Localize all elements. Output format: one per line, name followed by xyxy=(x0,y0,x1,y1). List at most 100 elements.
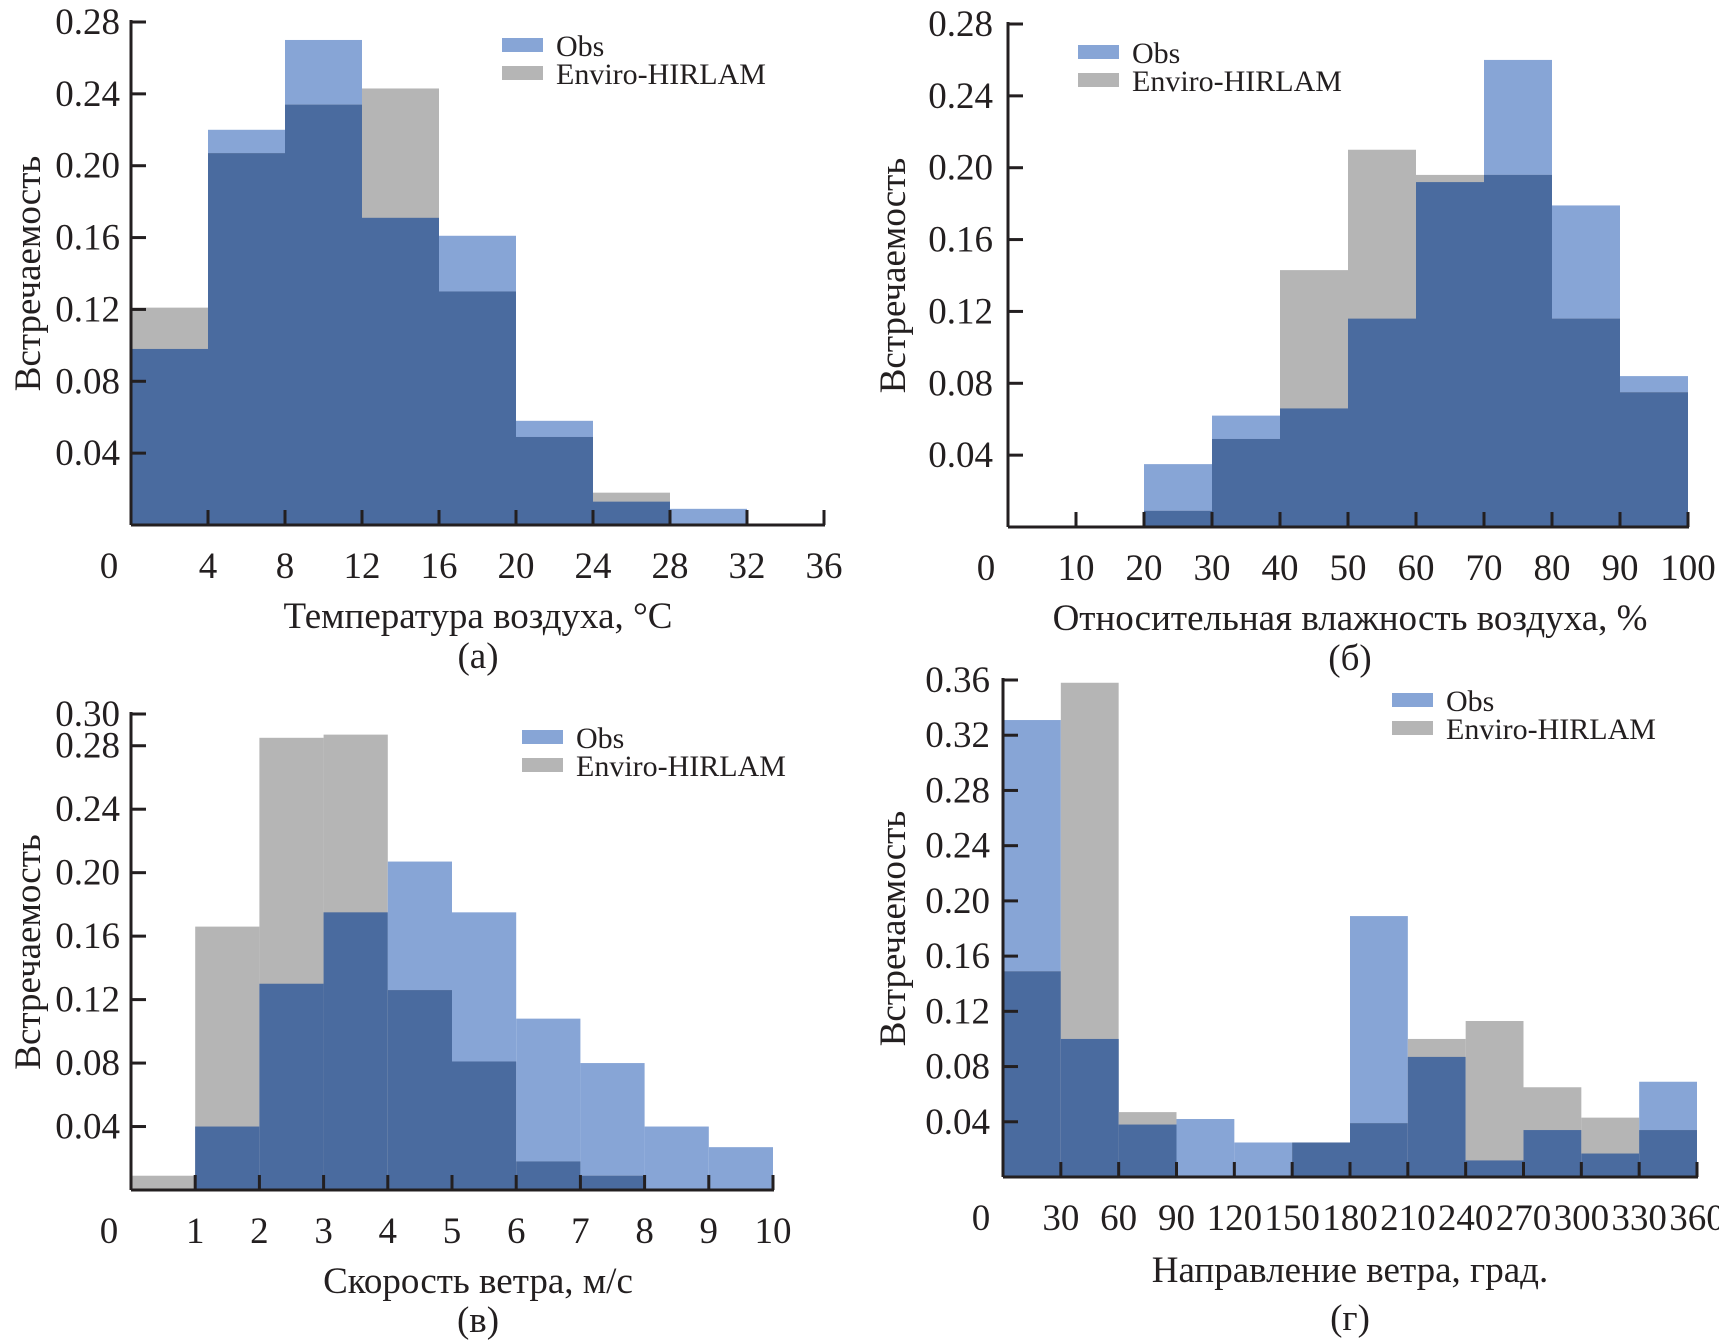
x-tick-label: 5 xyxy=(443,1211,462,1252)
x-tick-label: 28 xyxy=(652,546,689,587)
x-tick-label: 8 xyxy=(276,546,295,587)
y-tick-label: 0.32 xyxy=(925,715,990,756)
panel-c-wind-speed: 0.04 0.08 0.12 0.16 0.20 0.24 0.280.30 0 1 2 3 4 5 6 7… xyxy=(8,694,792,1341)
panel-caption: (б) xyxy=(1328,638,1371,679)
x-tick-label: 20 xyxy=(1126,548,1163,589)
x-tick-label: 36 xyxy=(806,546,843,587)
y-tick-label: 0.12 xyxy=(925,991,990,1032)
y-tick-label: 0.16 xyxy=(925,936,990,977)
overlap-bar-5 xyxy=(516,436,593,525)
y-tick-label: 0.28 xyxy=(55,2,120,43)
y-tick-label: 0.08 xyxy=(928,363,993,404)
y-tick-label: 0.04 xyxy=(55,433,120,474)
x-tick-label: 90 xyxy=(1602,548,1639,589)
overlap-bar-2 xyxy=(1280,408,1348,527)
x-tick-label: 10 xyxy=(755,1211,792,1252)
overlap-bar-11 xyxy=(1639,1130,1697,1177)
overlap-bar-4 xyxy=(387,990,452,1190)
legend-label-model: Enviro-HIRLAM xyxy=(576,750,786,783)
y-tick-label: 0.04 xyxy=(55,1107,120,1148)
y-tick-label: 0.20 xyxy=(55,146,120,187)
legend-label-model: Enviro-HIRLAM xyxy=(1446,713,1656,746)
x-tick-label: 12 xyxy=(344,546,381,587)
x-tick-label: 360 xyxy=(1669,1198,1719,1239)
x-tick-label: 70 xyxy=(1466,548,1503,589)
obs-bar-7 xyxy=(580,1063,645,1190)
y-tick-label: 0.24 xyxy=(925,826,990,867)
y-tick-label: 0.16 xyxy=(55,218,120,259)
y-tick-label: 0.28 xyxy=(928,4,993,45)
legend-swatch-model xyxy=(1078,73,1119,87)
bars xyxy=(1144,59,1688,528)
overlap-bar-0 xyxy=(131,348,208,525)
legend-swatch-model xyxy=(1392,721,1433,735)
legend-swatch-obs xyxy=(502,38,543,52)
bars xyxy=(131,39,747,526)
panel-caption: (г) xyxy=(1330,1298,1370,1339)
legend-swatch-obs xyxy=(522,730,563,744)
legend-label-obs: Obs xyxy=(1132,37,1180,70)
y-axis-title: Встречаемость xyxy=(8,156,49,391)
x-tick-label: 60 xyxy=(1100,1198,1137,1239)
x-tick-label: 20 xyxy=(498,546,535,587)
overlap-bar-7 xyxy=(1620,392,1688,527)
x-tick-label: 6 xyxy=(507,1211,526,1252)
overlap-bar-0 xyxy=(1003,971,1061,1177)
x-tick-label: 16 xyxy=(421,546,458,587)
y-tick-label: 0.08 xyxy=(925,1047,990,1088)
y-tick-label: 0.16 xyxy=(55,916,120,957)
x-tick-label: 0 xyxy=(100,1211,119,1252)
y-tick-label: 0.24 xyxy=(928,76,993,117)
overlap-bar-10 xyxy=(1581,1153,1640,1177)
x-axis-title: Температура воздуха, °С xyxy=(284,596,673,637)
panel-d-wind-direction: 0.04 0.08 0.12 0.16 0.20 0.24 0.28 0.32 0.36 0 30 6… xyxy=(873,660,1719,1339)
overlap-bar-0 xyxy=(1144,510,1212,527)
overlap-bar-3 xyxy=(362,217,439,525)
legend-swatch-obs xyxy=(1392,693,1433,707)
x-tick-label: 40 xyxy=(1262,548,1299,589)
y-tick-label: 0.20 xyxy=(925,881,990,922)
x-tick-label: 90 xyxy=(1158,1198,1195,1239)
panel-a-temperature: 0.04 0.08 0.12 0.16 0.20 0.24 0.28 0 4 8 12 16 20 24 2… xyxy=(8,2,843,677)
overlap-bar-4 xyxy=(439,291,516,525)
overlap-bar-1 xyxy=(1212,438,1280,527)
overlap-bar-5 xyxy=(1484,174,1552,527)
obs-bar-8 xyxy=(644,1126,709,1190)
x-tick-label: 120 xyxy=(1207,1198,1263,1239)
overlap-bar-8 xyxy=(1465,1160,1524,1177)
legend-swatch-obs xyxy=(1078,45,1119,59)
x-tick-label: 1 xyxy=(186,1211,205,1252)
overlap-bar-7 xyxy=(580,1175,645,1190)
y-tick-label: 0.04 xyxy=(928,435,993,476)
y-tick-label: 0.30 xyxy=(55,694,120,735)
overlap-bar-5 xyxy=(452,1061,517,1190)
x-tick-label: 270 xyxy=(1496,1198,1552,1239)
model-bar-0 xyxy=(131,1175,196,1190)
x-tick-label: 32 xyxy=(729,546,766,587)
y-tick-label: 0.08 xyxy=(55,1043,120,1084)
overlap-bar-6 xyxy=(516,1161,581,1190)
y-tick-label: 0.16 xyxy=(928,220,993,261)
y-tick-label: 0.20 xyxy=(928,148,993,189)
x-tick-label: 60 xyxy=(1398,548,1435,589)
y-tick-label: 0.04 xyxy=(925,1102,990,1143)
obs-bar-9 xyxy=(708,1147,773,1190)
x-tick-label: 80 xyxy=(1534,548,1571,589)
x-axis-title: Скорость ветра, м/с xyxy=(323,1261,633,1302)
x-tick-label: 0 xyxy=(972,1198,991,1239)
x-tick-label: 0 xyxy=(100,546,119,587)
y-tick-label: 0.24 xyxy=(55,74,120,115)
overlap-bar-3 xyxy=(1348,318,1416,527)
legend-swatch-model xyxy=(502,66,543,80)
x-tick-label: 240 xyxy=(1438,1198,1494,1239)
y-tick-label: 0.36 xyxy=(925,660,990,701)
y-axis-title: Встречаемость xyxy=(8,834,49,1069)
x-axis-title: Относительная влажность воздуха, % xyxy=(1053,598,1648,639)
x-tick-label: 4 xyxy=(199,546,218,587)
x-tick-label: 9 xyxy=(700,1211,719,1252)
x-tick-label: 100 xyxy=(1660,548,1716,589)
